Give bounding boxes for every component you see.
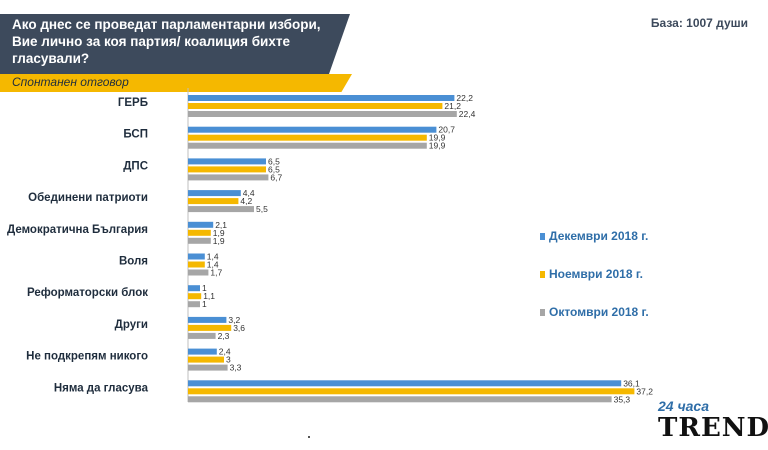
data-label: 21,2: [444, 101, 461, 111]
data-label: 35,3: [614, 394, 631, 404]
bar: [188, 221, 214, 228]
data-label: 2,1: [215, 220, 227, 230]
bar: [188, 95, 455, 101]
bar: [188, 285, 200, 292]
category-label: Няма да гласува: [54, 382, 149, 394]
data-label: 1,4: [207, 252, 219, 262]
data-label: 4,2: [240, 196, 252, 206]
bar: [188, 103, 443, 109]
bar: [188, 388, 635, 395]
data-label: 1,4: [207, 260, 219, 270]
sample-base: База: 1007 души: [650, 16, 748, 30]
bar: [188, 237, 211, 244]
data-label: 4,4: [243, 188, 255, 198]
bar: [188, 229, 211, 236]
category-label: Други: [115, 319, 148, 331]
category-label: Воля: [119, 256, 148, 268]
logo-top-text: 24 часа: [658, 398, 709, 414]
legend-swatch: [540, 233, 545, 240]
data-label: 3,6: [233, 323, 245, 333]
legend-swatch: [540, 309, 545, 316]
legend-swatch: [540, 271, 545, 278]
data-label: 2,4: [219, 347, 231, 357]
data-label: 1,9: [213, 228, 225, 238]
data-label: 1,1: [203, 291, 215, 301]
bar: [188, 396, 612, 403]
data-label: 36,1: [623, 378, 640, 388]
data-label: 6,5: [268, 156, 280, 166]
category-label: ГЕРБ: [118, 97, 148, 109]
category-label: Демократична България: [7, 224, 148, 236]
bar: [188, 126, 437, 133]
data-label: 5,5: [256, 204, 268, 214]
data-label: 19,9: [429, 141, 446, 151]
bar: [188, 348, 217, 355]
data-label: 1: [202, 283, 207, 293]
data-label: 3,2: [228, 315, 240, 325]
data-label: 22,4: [459, 109, 476, 119]
legend-label: Декември 2018 г.: [549, 229, 648, 243]
bar: [188, 111, 457, 117]
category-label: ДПС: [123, 160, 148, 172]
bar: [188, 269, 209, 276]
data-label: 6,5: [268, 164, 280, 174]
data-label: 1,7: [210, 268, 222, 278]
bar: [188, 166, 266, 173]
category-label: БСП: [123, 129, 148, 141]
data-label: 3: [226, 355, 231, 365]
bar: [188, 134, 427, 141]
category-label: Не подкрепям никого: [26, 351, 148, 363]
bar: [188, 198, 239, 205]
legend-label: Октомври 2018 г.: [549, 305, 649, 319]
bar: [188, 380, 622, 387]
data-label: 6,7: [270, 172, 282, 182]
data-label: 20,7: [438, 125, 455, 135]
data-label: 3,3: [230, 363, 242, 373]
bar: [188, 158, 266, 165]
bar: [188, 364, 228, 371]
chart-subtitle: Спонтанен отговор: [12, 75, 129, 89]
data-label: 2,3: [218, 331, 230, 341]
category-label: Реформаторски блок: [27, 287, 148, 299]
bar: [188, 293, 202, 300]
stray-dot: [308, 436, 310, 438]
data-label: 19,9: [429, 133, 446, 143]
data-label: 1: [202, 299, 207, 309]
chart-title: Ако днес се проведат парламентарни избор…: [12, 17, 321, 66]
bar: [188, 324, 232, 331]
legend-label: Ноември 2018 г.: [549, 267, 643, 281]
logo-main-text: TREND: [658, 413, 768, 443]
data-label: 22,2: [456, 93, 473, 103]
bar: [188, 142, 427, 149]
bar: [188, 190, 241, 197]
title-banner: [0, 14, 350, 74]
category-label: Обединени патриоти: [28, 192, 148, 204]
bar: [188, 332, 216, 339]
bar: [188, 261, 205, 268]
bar: [188, 301, 200, 308]
bar: [188, 174, 269, 181]
bar: [188, 206, 254, 213]
data-label: 1,9: [213, 236, 225, 246]
subtitle-banner: [0, 74, 352, 92]
trend-logo: 24 часа TREND: [658, 398, 768, 446]
bar: [188, 316, 227, 323]
data-label: 37,2: [636, 386, 653, 396]
bar: [188, 253, 205, 260]
bar: [188, 356, 224, 363]
